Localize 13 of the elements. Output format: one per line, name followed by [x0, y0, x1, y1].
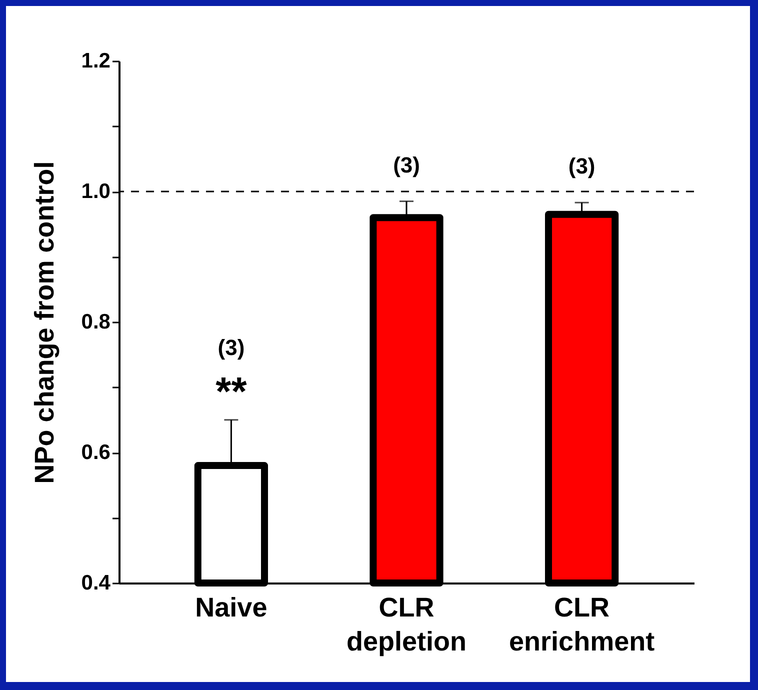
x-tick-label: CLR enrichment	[509, 592, 655, 656]
y-axis-title: NPo change from control	[29, 161, 60, 484]
x-tick-label: CLR depletion	[346, 592, 466, 656]
y-tick-label: 1.0	[81, 180, 110, 203]
y-tick-label: 0.4	[81, 572, 111, 594]
annotation: **	[216, 370, 248, 414]
y-tick-label: 0.6	[81, 441, 110, 464]
annotation: (3)	[218, 334, 245, 360]
annotation: (3)	[393, 152, 420, 178]
y-tick-label: 1.2	[81, 50, 110, 72]
y-tick-label: 0.8	[81, 310, 111, 334]
x-tick-label: Naive	[195, 592, 268, 622]
annotation: (3)	[568, 154, 596, 179]
